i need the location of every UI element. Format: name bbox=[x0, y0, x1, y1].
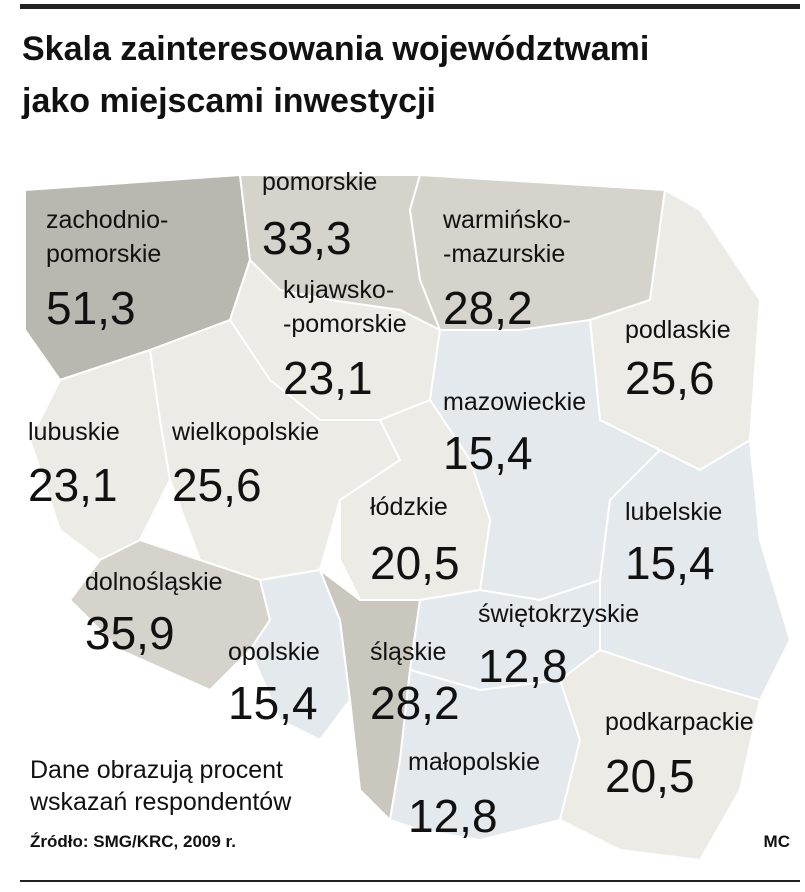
region bbox=[388, 668, 582, 842]
region-value: 28,2 bbox=[443, 282, 533, 334]
region-name: warmińsko- bbox=[442, 206, 571, 234]
region-name: łódzkie bbox=[370, 493, 448, 521]
regions bbox=[24, 173, 792, 862]
region-name: śląskie bbox=[370, 638, 446, 666]
region-value: 35,9 bbox=[85, 607, 175, 659]
source: Źródło: SMG/KRC, 2009 r. bbox=[30, 832, 236, 851]
region-name: zachodnio- bbox=[46, 206, 168, 234]
region-name: -mazurskie bbox=[443, 240, 565, 268]
note-line: Dane obrazują procent bbox=[30, 756, 283, 784]
top-rule bbox=[20, 4, 800, 9]
region-name: świętokrzyskie bbox=[478, 600, 639, 628]
title-line: jako miejscami inwestycji bbox=[21, 82, 436, 120]
region-name: kujawsko- bbox=[283, 276, 394, 304]
region-value: 15,4 bbox=[228, 677, 318, 729]
region-name: lubuskie bbox=[28, 418, 120, 446]
region-value: 15,4 bbox=[625, 537, 715, 589]
region-value: 20,5 bbox=[370, 537, 460, 589]
region-value: 28,2 bbox=[370, 677, 460, 729]
region-value: 20,5 bbox=[605, 750, 695, 802]
region-name: -pomorskie bbox=[283, 310, 407, 338]
region-name: wielkopolskie bbox=[171, 418, 319, 446]
region-value: 15,4 bbox=[443, 427, 533, 479]
region-value: 25,6 bbox=[625, 352, 715, 404]
region-value: 12,8 bbox=[478, 640, 568, 692]
region-name: dolnośląskie bbox=[85, 568, 223, 596]
note-line: wskazań respondentów bbox=[29, 788, 292, 816]
region-name: pomorskie bbox=[262, 168, 377, 196]
bottom-rule bbox=[20, 880, 800, 882]
region-name: małopolskie bbox=[408, 748, 540, 776]
labels: zachodnio-pomorskie 51,3 pomorskie 33,3 warm… bbox=[28, 168, 754, 842]
region-value: 12,8 bbox=[408, 790, 498, 842]
region-name: podkarpackie bbox=[605, 708, 754, 736]
region-name: mazowieckie bbox=[443, 388, 586, 416]
region-value: 25,6 bbox=[172, 459, 262, 511]
region-name: podlaskie bbox=[625, 316, 731, 344]
region-name: pomorskie bbox=[46, 240, 161, 268]
region bbox=[28, 348, 172, 562]
region-value: 51,3 bbox=[46, 282, 136, 334]
region-name: lubelskie bbox=[625, 498, 722, 526]
author: MC bbox=[764, 832, 790, 851]
region bbox=[558, 648, 762, 862]
region-value: 23,1 bbox=[283, 352, 373, 404]
region-name: opolskie bbox=[228, 638, 320, 666]
title-line: Skala zainteresowania województwami bbox=[22, 30, 649, 68]
region-value: 23,1 bbox=[28, 459, 118, 511]
region-value: 33,3 bbox=[262, 212, 352, 264]
